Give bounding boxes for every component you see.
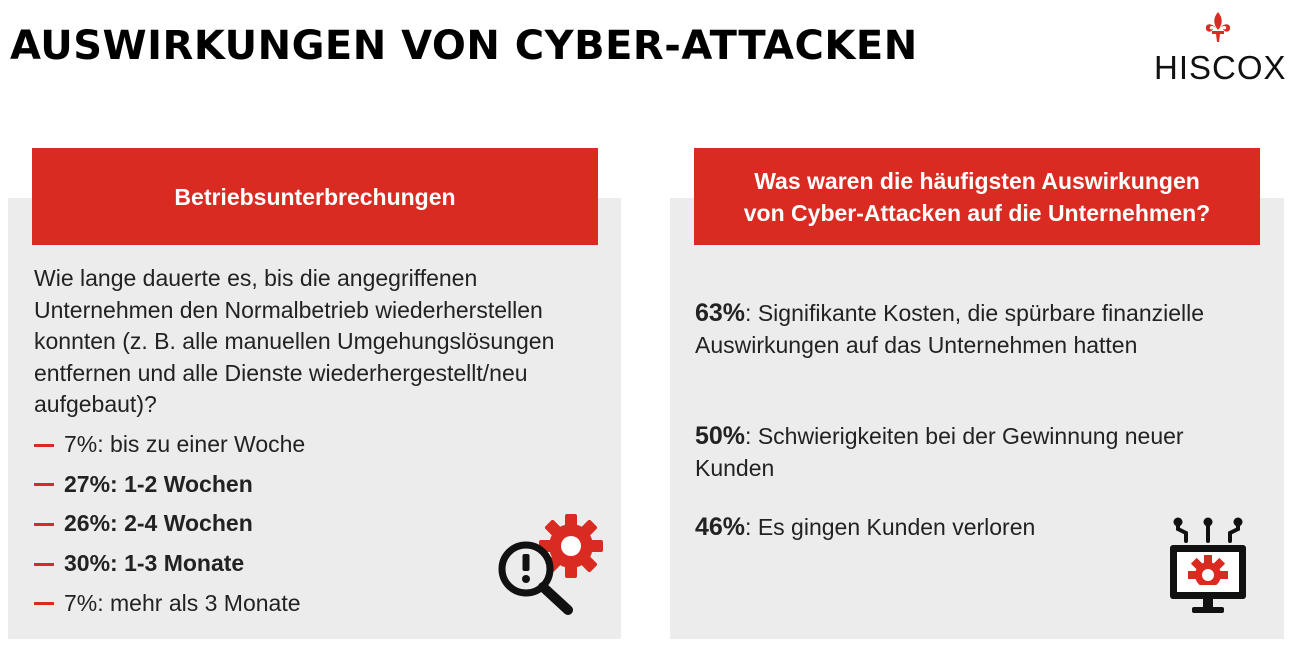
right-banner-title-line2: von Cyber-Attacken auf die Unternehmen? [743, 199, 1211, 226]
logo-wordmark: HISCOX [1154, 49, 1287, 86]
page-title: AUSWIRKUNGEN VON CYBER-ATTACKEN [10, 23, 918, 69]
list-item-text: 30%: 1-3 Monate [64, 550, 245, 577]
left-panel-banner: Betriebsunterbrechungen [32, 148, 598, 245]
impact-text: : Es gingen Kunden verloren [745, 514, 1036, 540]
duration-list: 7%: bis zu einer Woche 27%: 1-2 Wochen 2… [34, 425, 305, 623]
list-item-text: 26%: 2-4 Wochen [64, 510, 253, 537]
impact-text: : Signifikante Kosten, die spürbare fina… [695, 300, 1205, 358]
list-item: 30%: 1-3 Monate [34, 544, 305, 584]
impact-percent: 63% [695, 299, 746, 327]
duration-question: Wie lange dauerte es, bis die angegriffe… [34, 265, 555, 417]
hiscox-logo: HISCOX [1150, 10, 1290, 86]
impact-item: 50%: Schwierigkeiten bei der Gewinnung n… [695, 421, 1255, 484]
dash-bullet-icon [34, 483, 54, 487]
impact-item: 46%: Es gingen Kunden verloren [695, 512, 1255, 544]
list-item: 7%: mehr als 3 Monate [34, 583, 305, 623]
list-item-text: 7%: mehr als 3 Monate [64, 589, 301, 616]
fleur-de-lis-icon [1205, 12, 1231, 42]
dash-bullet-icon [34, 522, 54, 526]
dash-bullet-icon [34, 562, 54, 566]
list-item: 26%: 2-4 Wochen [34, 504, 305, 544]
dash-bullet-icon [34, 602, 54, 606]
magnifier-gear-alert-icon [498, 514, 603, 615]
list-item-text: 7%: bis zu einer Woche [64, 431, 306, 458]
impact-percent: 50% [695, 422, 746, 450]
impact-percent: 46% [695, 513, 746, 541]
impact-text: : Schwierigkeiten bei der Gewinnung neue… [695, 423, 1184, 481]
dash-bullet-icon [34, 443, 54, 447]
impact-item: 63%: Signifikante Kosten, die spürbare f… [695, 298, 1255, 361]
list-item: 27%: 1-2 Wochen [34, 465, 305, 505]
monitor-gear-circuit-icon [1170, 517, 1246, 613]
list-item-text: 27%: 1-2 Wochen [64, 470, 253, 497]
right-panel-banner: Was waren die häufigsten Auswirkungen vo… [694, 148, 1260, 245]
list-item: 7%: bis zu einer Woche [34, 425, 305, 465]
right-banner-title-line1: Was waren die häufigsten Auswirkungen [754, 167, 1200, 194]
left-banner-title: Betriebsunterbrechungen [174, 183, 456, 210]
